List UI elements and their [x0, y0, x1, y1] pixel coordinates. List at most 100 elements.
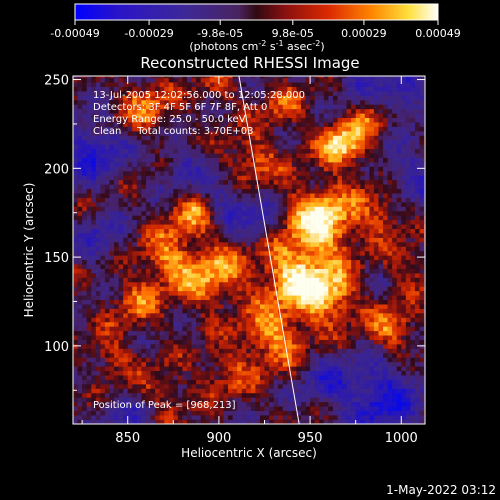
heatmap-cell	[255, 361, 261, 367]
heatmap-cell	[196, 388, 201, 394]
heatmap-cell	[278, 299, 284, 305]
heatmap-cell	[419, 344, 425, 349]
heatmap-cell	[77, 384, 83, 389]
heatmap-cell	[300, 304, 306, 309]
heatmap-cell	[200, 419, 206, 424]
heatmap-cell	[264, 370, 270, 376]
heatmap-cell	[82, 352, 87, 358]
heatmap-cell	[155, 255, 160, 261]
heatmap-cell	[91, 344, 97, 349]
heatmap-cell	[250, 153, 256, 158]
heatmap-cell	[214, 277, 220, 283]
heatmap-cell	[232, 224, 238, 229]
heatmap-cell	[305, 250, 311, 256]
heatmap-cell	[168, 401, 174, 407]
heatmap-cell	[278, 139, 284, 145]
heatmap-cell	[155, 321, 160, 327]
heatmap-cell	[155, 233, 160, 238]
heatmap-cell	[346, 321, 352, 327]
heatmap-cell	[109, 370, 115, 376]
heatmap-cell	[182, 313, 188, 318]
heatmap-cell	[373, 202, 379, 207]
heatmap-cell	[200, 188, 206, 194]
heatmap-cell	[328, 255, 334, 261]
heatmap-cell	[141, 268, 147, 274]
heatmap-cell	[214, 170, 220, 176]
heatmap-cell	[259, 166, 265, 172]
heatmap-cell	[159, 401, 165, 407]
heatmap-cell	[173, 242, 179, 247]
heatmap-cell	[383, 388, 388, 394]
heatmap-cell	[346, 210, 352, 216]
chart-title: Reconstructed RHESSI Image	[140, 54, 359, 72]
heatmap-cell	[269, 219, 274, 225]
heatmap-cell	[196, 237, 201, 243]
heatmap-cell	[237, 188, 243, 194]
heatmap-cell	[228, 162, 233, 167]
heatmap-cell	[282, 250, 288, 256]
heatmap-cell	[228, 379, 233, 385]
heatmap-cell	[228, 170, 233, 176]
heatmap-cell	[346, 335, 352, 340]
heatmap-cell	[114, 157, 119, 163]
heatmap-cell	[132, 242, 138, 247]
heatmap-cell	[360, 392, 366, 398]
heatmap-cell	[323, 259, 329, 265]
heatmap-cell	[419, 162, 425, 167]
heatmap-cell	[273, 384, 279, 389]
heatmap-cell	[164, 299, 170, 305]
heatmap-cell	[401, 246, 407, 252]
heatmap-cell	[223, 419, 229, 424]
heatmap-cell	[296, 242, 302, 247]
heatmap-cell	[369, 313, 375, 318]
heatmap-cell	[337, 255, 343, 261]
heatmap-cell	[177, 179, 183, 185]
heatmap-cell	[259, 313, 265, 318]
heatmap-cell	[355, 326, 361, 332]
heatmap-cell	[419, 264, 425, 269]
heatmap-cell	[387, 326, 393, 332]
heatmap-cell	[73, 246, 78, 252]
heatmap-cell	[196, 193, 201, 198]
heatmap-cell	[73, 290, 78, 296]
heatmap-cell	[196, 264, 201, 269]
heatmap-cell	[91, 250, 97, 256]
heatmap-cell	[82, 326, 87, 332]
heatmap-cell	[223, 246, 229, 252]
heatmap-cell	[291, 184, 297, 190]
heatmap-cell	[396, 206, 402, 212]
heatmap-cell	[300, 148, 306, 154]
heatmap-cell	[173, 193, 179, 198]
heatmap-cell	[250, 392, 256, 398]
heatmap-cell	[150, 197, 156, 203]
heatmap-cell	[118, 308, 124, 314]
heatmap-cell	[414, 392, 420, 398]
heatmap-cell	[196, 299, 201, 305]
heatmap-cell	[73, 304, 78, 309]
heatmap-cell	[278, 415, 284, 420]
heatmap-cell	[228, 233, 233, 238]
heatmap-cell	[269, 162, 274, 167]
heatmap-cell	[228, 326, 233, 332]
heatmap-cell	[414, 330, 420, 336]
heatmap-cell	[246, 401, 252, 407]
heatmap-cell	[250, 175, 256, 181]
heatmap-cell	[95, 366, 101, 372]
heatmap-cell	[269, 352, 274, 358]
heatmap-cell	[155, 406, 160, 411]
heatmap-cell	[264, 148, 270, 154]
heatmap-cell	[136, 215, 142, 221]
heatmap-cell	[232, 361, 238, 367]
heatmap-cell	[155, 388, 160, 394]
heatmap-cell	[77, 268, 83, 274]
heatmap-cell	[405, 375, 411, 380]
heatmap-cell	[246, 202, 252, 207]
heatmap-cell	[159, 344, 165, 349]
heatmap-cell	[200, 317, 206, 323]
heatmap-cell	[182, 179, 188, 185]
heatmap-cell	[319, 197, 325, 203]
heatmap-cell	[346, 339, 352, 345]
heatmap-cell	[346, 330, 352, 336]
heatmap-cell	[237, 339, 243, 345]
heatmap-cell	[132, 375, 138, 380]
